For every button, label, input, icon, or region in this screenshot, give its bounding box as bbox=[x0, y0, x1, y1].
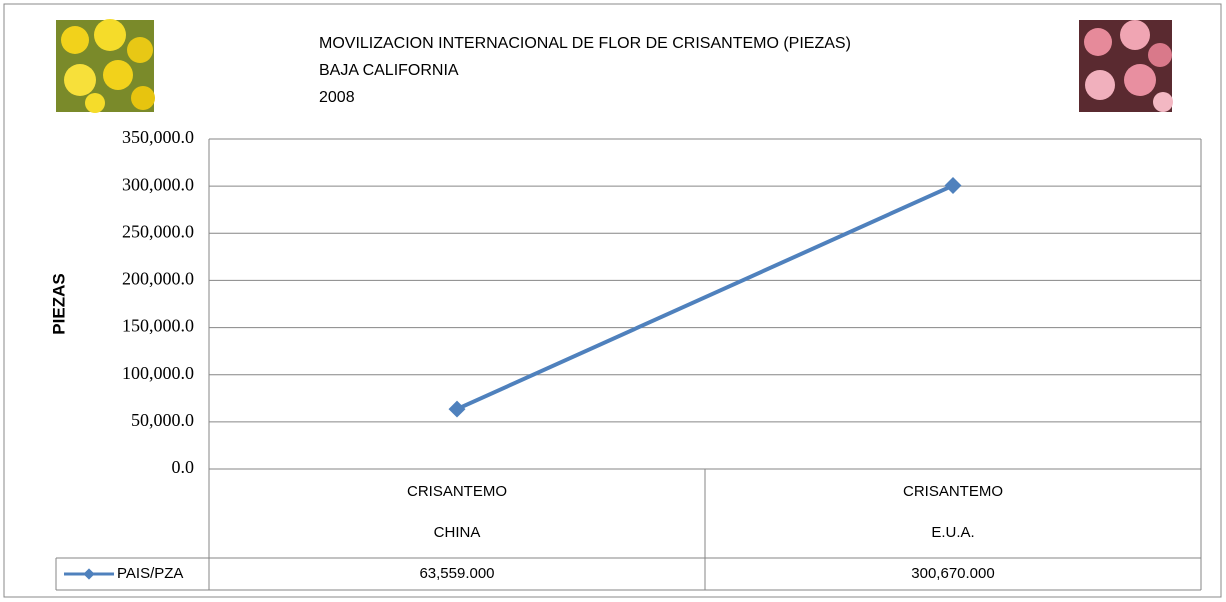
x-tick-label: CHINA bbox=[434, 524, 481, 541]
y-tick-label: 150,000.0 bbox=[122, 316, 194, 336]
x-tick-label: CRISANTEMO bbox=[903, 483, 1003, 500]
yellow-flower-photo bbox=[56, 19, 155, 113]
chart-title: BAJA CALIFORNIA bbox=[319, 62, 459, 79]
pink-flower-photo bbox=[1079, 20, 1173, 112]
legend-label: PAIS/PZA bbox=[117, 565, 183, 582]
chart-title: 2008 bbox=[319, 89, 355, 106]
x-tick-label: E.U.A. bbox=[931, 524, 974, 541]
y-tick-label: 250,000.0 bbox=[122, 221, 194, 241]
y-axis-label: PIEZAS bbox=[49, 273, 68, 334]
table-value: 63,559.000 bbox=[419, 565, 494, 582]
chart-title: MOVILIZACION INTERNACIONAL DE FLOR DE CR… bbox=[319, 35, 851, 52]
chart-border bbox=[4, 4, 1221, 597]
table-value: 300,670.000 bbox=[911, 565, 994, 582]
chart: PIEZAS MOVILIZACION INTERNACIONAL DE FLO… bbox=[0, 0, 1226, 602]
y-tick-label: 50,000.0 bbox=[131, 410, 194, 430]
y-tick-label: 200,000.0 bbox=[122, 269, 194, 289]
y-tick-label: 350,000.0 bbox=[122, 127, 194, 147]
y-tick-label: 300,000.0 bbox=[122, 174, 194, 194]
x-tick-label: CRISANTEMO bbox=[407, 483, 507, 500]
y-tick-label: 0.0 bbox=[172, 457, 195, 477]
y-tick-label: 100,000.0 bbox=[122, 363, 194, 383]
